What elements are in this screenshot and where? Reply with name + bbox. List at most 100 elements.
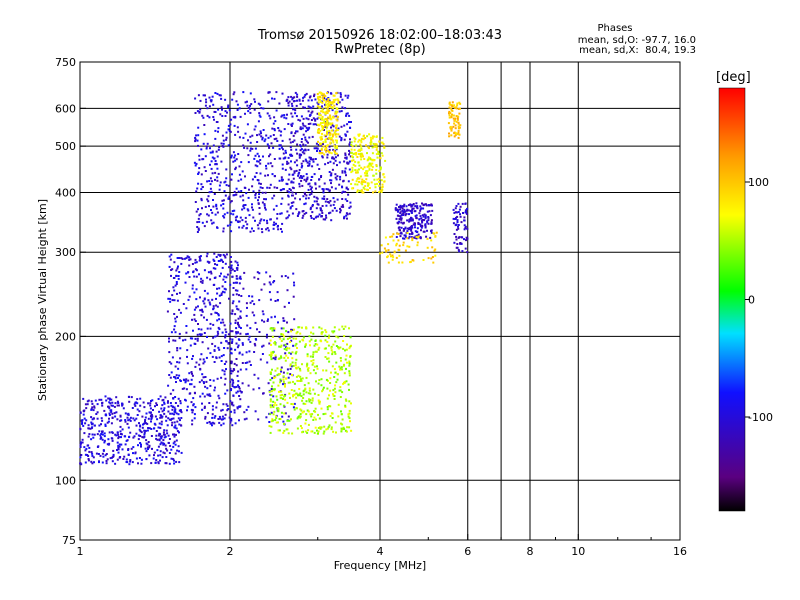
data-point-x	[360, 180, 363, 183]
data-point-o	[241, 208, 244, 211]
data-point-o	[310, 186, 313, 189]
data-point-o	[429, 236, 432, 239]
data-point-o	[180, 424, 182, 427]
y-tick-label: 400	[55, 186, 76, 199]
data-point-o	[178, 423, 181, 426]
data-point-o	[196, 231, 199, 233]
data-point-o	[148, 446, 151, 449]
data-point-o	[235, 187, 238, 190]
data-point-x	[343, 363, 345, 366]
data-point-x	[328, 136, 331, 139]
data-point-o	[269, 153, 272, 156]
data-point-o	[329, 199, 332, 202]
data-point-o	[238, 405, 240, 408]
data-point-o	[84, 449, 87, 452]
data-point-o	[225, 331, 228, 334]
data-point-x	[309, 344, 311, 347]
data-point-o	[300, 166, 303, 169]
data-point-o	[236, 268, 239, 271]
data-point-o	[208, 96, 211, 99]
data-point-o	[399, 208, 401, 211]
data-point-x	[269, 413, 272, 416]
y-tick-label: 750	[55, 56, 76, 69]
data-point-x	[295, 358, 298, 361]
data-point-o	[214, 213, 217, 216]
data-point-x	[284, 398, 287, 401]
data-point-x	[336, 147, 338, 150]
y-tick-label: 100	[55, 474, 76, 487]
data-point-o	[207, 195, 210, 198]
data-point-o	[402, 237, 404, 240]
data-point-o	[284, 275, 287, 277]
data-point-o	[223, 291, 226, 294]
data-point-o	[310, 188, 312, 191]
data-point-o	[173, 376, 176, 378]
data-point-o	[257, 377, 260, 380]
data-point-o	[214, 386, 216, 389]
data-point-o	[222, 260, 224, 263]
data-point-o	[191, 263, 194, 265]
data-point-o	[258, 182, 261, 185]
data-point-o	[249, 364, 252, 366]
data-point-o	[222, 199, 225, 202]
data-point-o	[214, 178, 216, 181]
data-point-o	[426, 210, 429, 213]
data-point-o	[272, 208, 275, 211]
colorbar-tick-label: 100	[748, 176, 769, 189]
data-point-x	[312, 419, 315, 421]
data-point-x	[349, 345, 352, 348]
data-point-o	[206, 252, 209, 255]
data-point-x	[305, 413, 308, 416]
data-point-o	[400, 218, 403, 221]
data-point-o	[459, 205, 462, 208]
data-point-o	[175, 269, 178, 272]
data-point-x	[376, 146, 379, 149]
data-point-o	[122, 458, 125, 460]
data-point-o	[98, 461, 100, 464]
data-point-x	[339, 389, 342, 392]
data-point-o	[188, 258, 191, 261]
data-point-o	[168, 418, 171, 421]
data-point-o	[290, 123, 293, 126]
data-point-o	[179, 400, 182, 402]
data-point-o	[414, 236, 417, 239]
data-point-x	[326, 406, 329, 408]
data-point-o	[310, 192, 313, 195]
data-point-x	[280, 411, 283, 414]
data-point-x	[298, 394, 301, 397]
data-point-o	[220, 142, 223, 145]
data-point-o	[116, 400, 119, 403]
data-point-o	[411, 208, 414, 210]
data-point-x	[304, 387, 307, 390]
data-point-o	[295, 208, 298, 211]
data-point-x	[390, 255, 392, 258]
data-point-x	[328, 101, 331, 104]
data-point-o	[168, 374, 171, 376]
data-point-o	[259, 159, 262, 161]
data-point-o	[191, 374, 194, 377]
data-point-o	[206, 276, 209, 279]
data-point-o	[197, 134, 200, 137]
data-point-o	[222, 321, 225, 324]
data-point-o	[192, 397, 195, 400]
data-point-o	[269, 162, 272, 165]
data-point-x	[371, 165, 374, 168]
data-point-o	[163, 436, 166, 439]
data-point-o	[192, 355, 194, 358]
data-point-o	[322, 143, 324, 145]
data-point-x	[312, 326, 315, 329]
data-point-o	[318, 149, 321, 152]
data-point-o	[177, 413, 180, 416]
data-point-o	[140, 445, 142, 448]
data-point-o	[290, 125, 293, 127]
data-point-o	[460, 221, 463, 224]
data-point-o	[255, 172, 258, 174]
data-point-o	[236, 390, 239, 393]
data-point-o	[272, 357, 275, 360]
data-point-o	[244, 216, 247, 219]
data-point-o	[251, 300, 254, 303]
data-point-o	[465, 239, 467, 242]
data-point-x	[271, 385, 273, 388]
data-point-o	[203, 124, 206, 126]
